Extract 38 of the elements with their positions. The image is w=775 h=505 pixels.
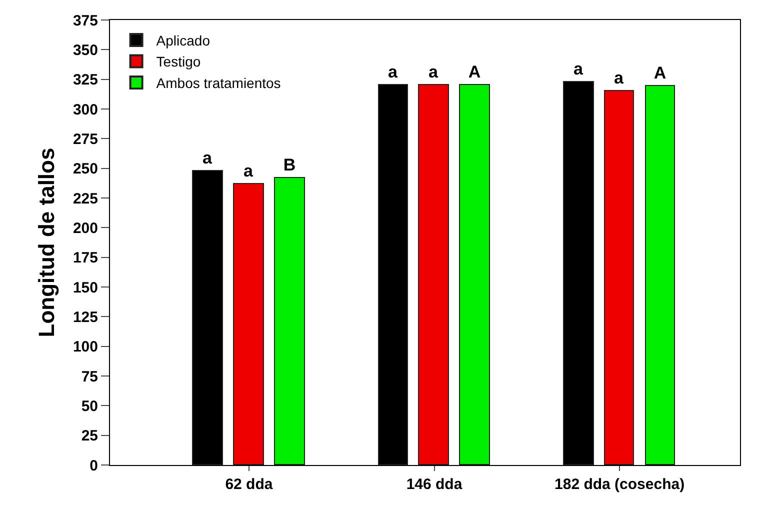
y-tick-label: 200 <box>72 220 98 237</box>
y-tick-label: 75 <box>81 368 98 386</box>
y-tick-label: 300 <box>72 101 98 118</box>
bar <box>604 90 634 465</box>
y-tick-label: 325 <box>72 72 98 89</box>
data-label: A <box>654 64 666 82</box>
x-tick-label: 62 dda <box>225 476 274 493</box>
y-tick-label: 50 <box>81 398 98 415</box>
data-label: a <box>244 162 254 180</box>
y-axis-title: Longitud de tallos <box>34 148 59 338</box>
legend-label: Testigo <box>156 54 201 70</box>
y-tick-label: 175 <box>72 250 98 267</box>
data-label: B <box>283 156 296 174</box>
bar <box>418 84 449 465</box>
data-label: a <box>428 62 438 82</box>
bar <box>274 177 305 465</box>
y-tick-label: 125 <box>72 308 98 326</box>
bar <box>459 84 490 465</box>
bar <box>233 183 264 465</box>
data-label: a <box>574 60 584 78</box>
y-tick-label: 150 <box>72 279 98 296</box>
x-tick-label: 182 dda (cosecha) <box>554 476 685 493</box>
y-tick-label: 350 <box>72 42 98 59</box>
data-label: a <box>388 62 398 82</box>
y-tick-label: 375 <box>72 12 98 30</box>
legend-label: Aplicado <box>156 32 210 49</box>
y-tick-label: 275 <box>72 130 98 148</box>
data-label: a <box>614 68 624 88</box>
y-tick-label: 100 <box>72 338 98 356</box>
data-label: A <box>468 62 481 82</box>
y-tick-label: 250 <box>72 160 98 178</box>
y-tick-label: 25 <box>81 428 98 445</box>
y-tick-label: 225 <box>72 190 98 208</box>
data-label: a <box>202 148 212 168</box>
x-tick-label: 146 dda <box>406 476 463 493</box>
bar <box>645 85 675 465</box>
y-tick-label: 0 <box>90 457 98 474</box>
legend-label: Ambos tratamientos <box>156 74 281 91</box>
